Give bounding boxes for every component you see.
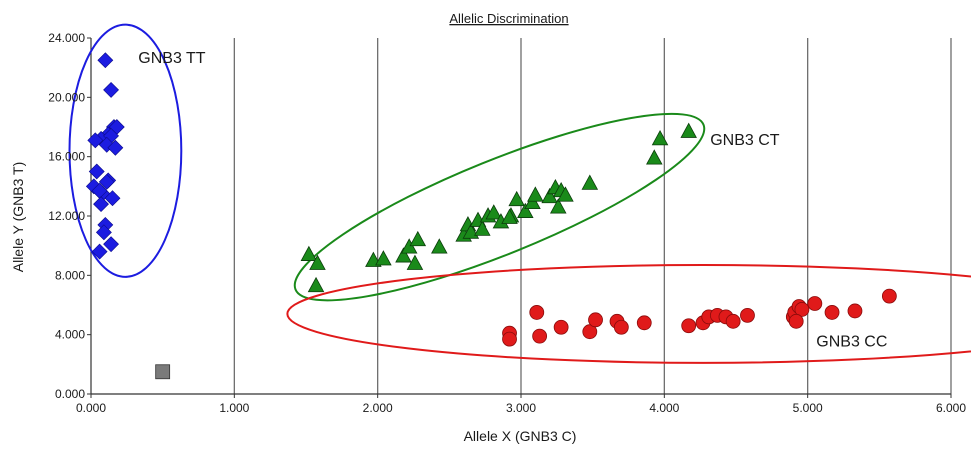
- cluster-label-ct: GNB3 CT: [710, 132, 780, 149]
- point-triangle-1-19: [508, 190, 525, 207]
- x-tick-label-1: 1.000: [219, 401, 249, 415]
- point-diamond-0-9: [87, 132, 104, 149]
- cluster-ellipse-cc: [286, 263, 971, 364]
- tick-labels: 0.000 1.000 2.000 3.000 4.000 5.000 6.000 0.000…: [48, 31, 966, 415]
- x-tick-label-0: 0.000: [76, 401, 106, 415]
- point-triangle-1-22: [527, 186, 544, 202]
- point-triangle-1-23: [541, 187, 558, 204]
- point-circle-2-4: [553, 319, 569, 335]
- point-circle-2-22: [824, 305, 840, 320]
- point-circle-2-25: [788, 313, 804, 329]
- x-axis-title: Allele X (GNB3 C): [464, 428, 577, 444]
- point-diamond-0-1: [103, 81, 119, 98]
- x-tick-label-2: 2.000: [363, 401, 393, 415]
- point-triangle-1-8: [406, 254, 424, 270]
- data-points: [85, 52, 897, 380]
- point-circle-2-6: [588, 312, 603, 328]
- point-square-3-0: [155, 364, 171, 380]
- cluster-label-cc: GNB3 CC: [816, 334, 887, 351]
- y-tick-label-1: 4.000: [55, 328, 85, 342]
- point-diamond-0-20: [103, 236, 119, 253]
- point-triangle-1-0: [300, 245, 318, 261]
- y-tick-label-3: 12.000: [48, 209, 85, 223]
- point-diamond-0-19: [95, 224, 112, 241]
- chart-title: Allelic Discrimination: [449, 11, 568, 26]
- cluster-labels: GNB3 TT GNB3 CT GNB3 CC: [138, 50, 887, 350]
- point-circle-2-5: [582, 324, 598, 340]
- point-diamond-0-17: [93, 196, 109, 213]
- cluster-ellipses: [68, 23, 971, 364]
- point-diamond-0-14: [104, 190, 121, 207]
- point-circle-2-10: [681, 318, 697, 334]
- point-triangle-1-1: [309, 254, 326, 270]
- point-triangle-1-14: [474, 220, 491, 236]
- point-circle-2-24: [881, 288, 897, 304]
- point-triangle-1-6: [400, 238, 418, 254]
- y-tick-label-6: 24.000: [48, 31, 85, 45]
- point-triangle-1-32: [501, 208, 518, 224]
- point-triangle-1-21: [524, 193, 541, 210]
- y-axis-title: Allele Y (GNB3 T): [10, 162, 26, 273]
- x-tick-label-6: 6.000: [936, 401, 966, 415]
- point-triangle-1-20: [517, 202, 534, 218]
- point-circle-2-9: [636, 315, 652, 331]
- point-triangle-1-29: [646, 149, 663, 165]
- point-triangle-1-28: [581, 174, 599, 190]
- point-triangle-1-7: [409, 230, 427, 247]
- point-circle-2-21: [807, 296, 823, 311]
- point-triangle-1-4: [375, 250, 392, 266]
- point-diamond-0-10: [88, 163, 105, 180]
- point-circle-2-15: [725, 313, 741, 329]
- point-diamond-0-16: [98, 173, 115, 190]
- point-triangle-1-2: [307, 276, 325, 293]
- x-tick-label-3: 3.000: [506, 401, 536, 415]
- point-triangle-1-9: [431, 238, 448, 254]
- point-triangle-1-31: [680, 122, 697, 138]
- point-triangle-1-27: [557, 186, 574, 202]
- y-tick-label-4: 16.000: [48, 150, 85, 164]
- cluster-ellipse-ct: [293, 112, 706, 302]
- point-circle-2-20: [794, 302, 810, 317]
- point-triangle-1-16: [485, 204, 503, 220]
- x-tick-label-4: 4.000: [649, 401, 679, 415]
- point-triangle-1-30: [651, 130, 669, 146]
- point-circle-2-1: [502, 331, 517, 347]
- y-tick-label-0: 0.000: [55, 387, 85, 401]
- point-diamond-0-8: [107, 139, 124, 156]
- point-triangle-1-5: [395, 247, 412, 263]
- y-tick-label-2: 8.000: [55, 268, 85, 282]
- point-diamond-0-0: [97, 52, 114, 69]
- point-circle-2-8: [613, 319, 629, 335]
- point-circle-2-16: [740, 307, 755, 323]
- point-circle-2-23: [847, 303, 863, 319]
- point-diamond-0-21: [91, 243, 108, 260]
- x-tick-label-5: 5.000: [793, 401, 823, 415]
- cluster-ellipse-tt: [68, 23, 183, 278]
- point-circle-2-2: [529, 305, 545, 320]
- cluster-label-tt: GNB3 TT: [138, 50, 206, 67]
- axes: [87, 37, 952, 398]
- point-triangle-1-25: [549, 198, 567, 214]
- point-circle-2-3: [532, 328, 548, 344]
- y-tick-label-5: 20.000: [48, 90, 85, 104]
